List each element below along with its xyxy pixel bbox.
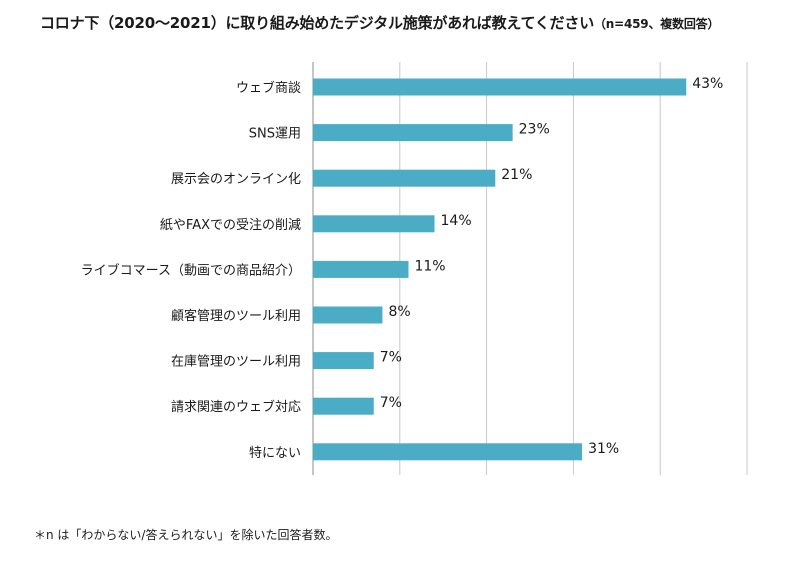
bar — [313, 306, 383, 324]
chart-title-text: コロナ下（2020～2021）に取り組み始めたデジタル施策があれば教えてください — [40, 14, 594, 32]
data-label: 11% — [414, 258, 445, 274]
bar — [313, 78, 687, 96]
bar — [313, 215, 435, 233]
bar — [313, 443, 583, 461]
chart-title: コロナ下（2020～2021）に取り組み始めたデジタル施策があれば教えてください… — [40, 12, 780, 33]
data-label: 8% — [388, 304, 410, 320]
category-label: 在庫管理のツール利用 — [171, 355, 301, 370]
bar — [313, 352, 374, 370]
category-label: SNS運用 — [249, 127, 301, 142]
category-label: ウェブ商談 — [236, 80, 301, 96]
category-label: 請求関連のウェブ対応 — [171, 399, 301, 415]
data-label: 43% — [692, 76, 723, 92]
bar — [313, 124, 513, 142]
chart-title-note: （n=459、複数回答） — [594, 17, 720, 31]
category-label: 展示会のオンライン化 — [171, 172, 301, 187]
category-label: 顧客管理のツール利用 — [171, 308, 301, 324]
bar — [313, 169, 496, 187]
data-label: 7% — [380, 350, 402, 366]
footnote: ＊n は「わからない/答えられない」を除いた回答者数。 — [34, 528, 338, 542]
category-label: ライブコマース（動画での商品紹介） — [81, 262, 301, 278]
data-label: 21% — [501, 167, 532, 183]
category-label: 特にない — [249, 446, 301, 461]
data-label: 23% — [519, 122, 550, 138]
bar — [313, 260, 409, 278]
data-label: 14% — [441, 213, 472, 229]
category-label: 紙やFAXでの受注の削減 — [160, 217, 301, 233]
data-label: 7% — [380, 395, 402, 411]
bar — [313, 397, 374, 415]
data-label: 31% — [588, 441, 619, 457]
